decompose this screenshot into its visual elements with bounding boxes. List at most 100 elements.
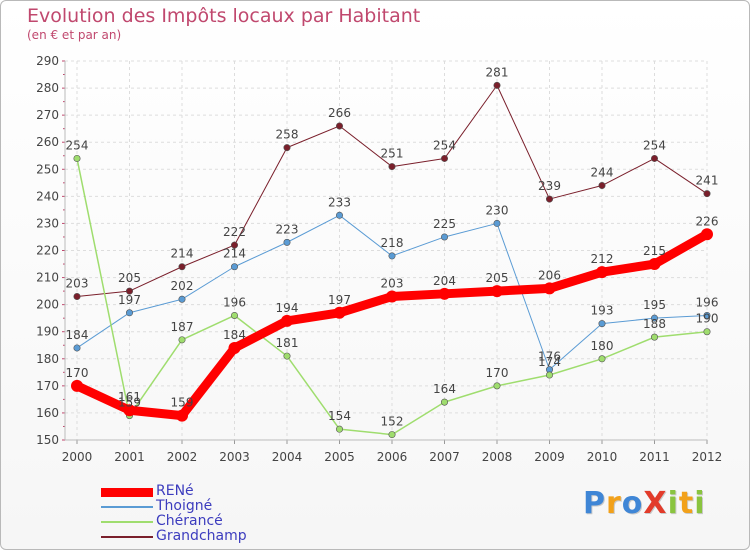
data-label-rene: 194: [276, 301, 299, 315]
logo-letter: i: [667, 486, 679, 521]
data-label-grandchamp: 203: [66, 277, 89, 291]
logo-letter: P: [583, 486, 606, 521]
x-tick-label: 2007: [429, 450, 460, 464]
y-tick-label: 260: [36, 135, 59, 149]
data-point-rene: [648, 258, 661, 271]
data-point-cherance: [493, 382, 501, 390]
y-tick-label: 170: [36, 379, 59, 393]
data-label-grandchamp: 214: [171, 247, 194, 261]
data-label-cherance: 159: [118, 396, 141, 410]
legend-label-rene: RENé: [156, 483, 194, 499]
data-point-cherance: [598, 355, 606, 363]
data-point-thoigne: [73, 344, 81, 352]
data-label-rene: 203: [381, 277, 404, 291]
data-label-rene: 170: [66, 366, 89, 380]
data-point-grandchamp: [178, 263, 186, 271]
data-label-grandchamp: 266: [328, 106, 351, 120]
y-tick-label: 210: [36, 271, 59, 285]
y-tick-label: 250: [36, 162, 59, 176]
data-label-cherance: 164: [433, 382, 456, 396]
data-label-rene: 206: [538, 268, 561, 282]
x-tick-label: 2004: [272, 450, 303, 464]
data-point-thoigne: [178, 295, 186, 303]
y-tick-label: 190: [36, 325, 59, 339]
data-point-grandchamp: [388, 163, 396, 171]
y-tick-label: 200: [36, 298, 59, 312]
data-label-cherance: 188: [643, 317, 666, 331]
y-tick-label: 270: [36, 108, 59, 122]
data-point-cherance: [440, 398, 448, 406]
legend-label-thoigne: Thoigné: [156, 498, 213, 514]
data-label-thoigne: 218: [381, 236, 404, 250]
data-point-thoigne: [231, 263, 239, 271]
x-tick-label: 2002: [167, 450, 198, 464]
data-point-thoigne: [440, 233, 448, 241]
data-point-cherance: [545, 371, 553, 379]
data-point-cherance: [231, 311, 239, 319]
data-point-cherance: [388, 431, 396, 439]
data-point-rene: [281, 314, 293, 327]
data-label-thoigne: 196: [696, 295, 719, 309]
data-label-cherance: 154: [328, 409, 351, 423]
data-point-rene: [333, 306, 346, 319]
data-label-rene: 226: [696, 214, 719, 228]
data-point-cherance: [335, 425, 343, 433]
chart-subtitle: (en € et par an): [27, 28, 122, 42]
data-point-grandchamp: [73, 293, 81, 301]
data-label-cherance: 174: [538, 355, 561, 369]
data-label-thoigne: 223: [276, 222, 299, 236]
data-label-cherance: 254: [66, 138, 89, 152]
data-label-cherance: 152: [381, 415, 404, 429]
data-label-thoigne: 225: [433, 217, 456, 231]
grid-lines: [65, 60, 708, 441]
legend-label-grandchamp: Grandchamp: [156, 528, 247, 544]
data-point-rene: [491, 285, 503, 298]
data-point-thoigne: [598, 320, 606, 328]
data-label-thoigne: 214: [223, 247, 246, 261]
data-point-thoigne: [650, 314, 658, 322]
data-point-grandchamp: [335, 122, 343, 130]
data-label-thoigne: 195: [643, 298, 666, 312]
y-tick-label: 290: [36, 54, 59, 68]
x-tick-label: 2006: [377, 450, 408, 464]
data-point-thoigne: [283, 238, 291, 246]
legend-swatch-thoigne: [101, 506, 153, 508]
data-label-cherance: 170: [486, 366, 509, 380]
data-label-thoigne: 197: [118, 293, 141, 307]
data-label-rene: 205: [486, 271, 509, 285]
data-label-rene: 204: [433, 274, 456, 288]
y-tick-label: 230: [36, 216, 59, 230]
data-label-rene: 159: [171, 396, 194, 410]
data-label-grandchamp: 205: [118, 271, 141, 285]
data-point-grandchamp: [650, 154, 658, 162]
data-label-thoigne: 193: [591, 304, 614, 318]
data-label-grandchamp: 258: [276, 128, 299, 142]
data-point-grandchamp: [440, 154, 448, 162]
legend-swatch-rene: [101, 487, 153, 497]
data-label-rene: 197: [328, 293, 351, 307]
data-label-thoigne: 202: [171, 279, 194, 293]
data-label-cherance: 181: [276, 336, 299, 350]
x-tick-label: 2000: [62, 450, 93, 464]
data-point-cherance: [650, 333, 658, 341]
legend-swatch-cherance: [101, 521, 153, 523]
data-point-grandchamp: [283, 144, 291, 152]
logo-letter: t: [678, 486, 695, 521]
data-label-thoigne: 230: [486, 203, 509, 217]
data-label-grandchamp: 281: [486, 65, 509, 79]
data-point-thoigne: [493, 219, 501, 227]
legend-label-cherance: Chérancé: [156, 513, 223, 529]
y-tick-label: 180: [36, 352, 59, 366]
y-tick-label: 220: [36, 244, 59, 258]
proxiti-logo: ProXiti: [583, 486, 706, 521]
data-point-rene: [438, 287, 451, 300]
data-label-rene: 184: [223, 328, 246, 342]
data-point-thoigne: [335, 211, 343, 219]
y-tick-label: 150: [36, 433, 59, 447]
data-label-grandchamp: 254: [643, 138, 666, 152]
data-point-cherance: [703, 328, 711, 336]
logo-letter: i: [694, 486, 706, 521]
x-tick-label: 2012: [692, 450, 723, 464]
